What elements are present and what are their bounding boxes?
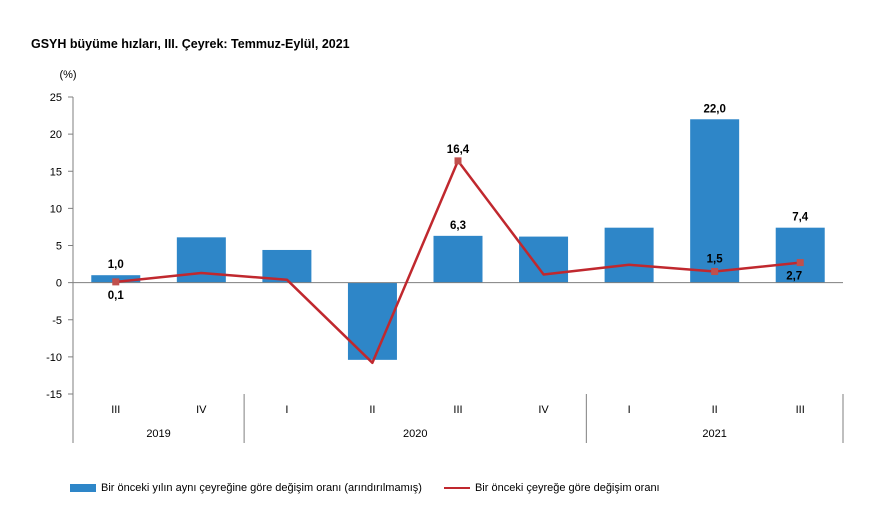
x-tick-label: II (712, 404, 718, 416)
x-tick-label: IV (538, 404, 549, 416)
y-tick-label: -10 (46, 352, 62, 364)
legend-item-bar: Bir önceki yılın aynı çeyreğine göre değ… (70, 482, 422, 494)
bar (433, 235, 483, 283)
bar-data-label: 1,0 (108, 259, 124, 271)
y-axis-ticks: 25 20 15 10 5 0 -5 -10 -15 (46, 92, 73, 401)
x-year-label: 2020 (403, 428, 427, 440)
bar-data-label: 6,3 (450, 220, 466, 232)
y-tick-label: -15 (46, 389, 62, 401)
line-data-label: 16,4 (447, 144, 470, 156)
y-tick-label: -5 (52, 315, 62, 327)
x-tick-label: II (369, 404, 375, 416)
y-axis-unit-label: (%) (59, 69, 76, 81)
legend: Bir önceki yılın aynı çeyreğine göre değ… (70, 482, 682, 494)
x-tick-label: III (453, 404, 462, 416)
line-data-label: 0,1 (108, 290, 125, 302)
y-tick-label: 25 (50, 92, 62, 104)
bar (690, 119, 740, 283)
y-tick-label: 10 (50, 203, 62, 215)
x-year-label: 2021 (702, 428, 726, 440)
x-tick-label: I (285, 404, 288, 416)
line-marker (796, 259, 804, 267)
line-marker (112, 278, 120, 286)
line-marker (711, 267, 719, 275)
y-tick-label: 5 (56, 241, 62, 253)
y-tick-label: 0 (56, 278, 62, 290)
y-tick-label: 15 (50, 166, 62, 178)
legend-swatch-bar (70, 484, 96, 492)
x-tick-label: III (111, 404, 120, 416)
bar-data-label: 22,0 (703, 103, 725, 115)
bar (775, 227, 825, 283)
x-tick-label: I (628, 404, 631, 416)
legend-label-bar: Bir önceki yılın aynı çeyreğine göre değ… (101, 482, 422, 494)
legend-label-line: Bir önceki çeyreğe göre değişim oranı (474, 482, 660, 494)
bar-data-label: 7,4 (792, 212, 809, 224)
line-data-label: 1,5 (707, 253, 724, 265)
line-data-label: 2,7 (786, 271, 802, 283)
x-year-label: 2019 (146, 428, 170, 440)
data-labels: 1,0 6,3 22,0 7,4 0,1 16,4 1,5 2,7 (108, 103, 809, 302)
y-tick-label: 20 (50, 129, 62, 141)
line-marker (454, 157, 462, 165)
axes (72, 97, 843, 394)
chart-title: GSYH büyüme hızları, III. Çeyrek: Temmuz… (31, 37, 350, 51)
x-tick-label: III (796, 404, 805, 416)
bar (604, 227, 654, 283)
legend-item-line: Bir önceki çeyreğe göre değişim oranı (443, 482, 660, 494)
legend-swatch-line (443, 487, 470, 489)
x-tick-label: IV (196, 404, 207, 416)
line-series (112, 157, 804, 365)
